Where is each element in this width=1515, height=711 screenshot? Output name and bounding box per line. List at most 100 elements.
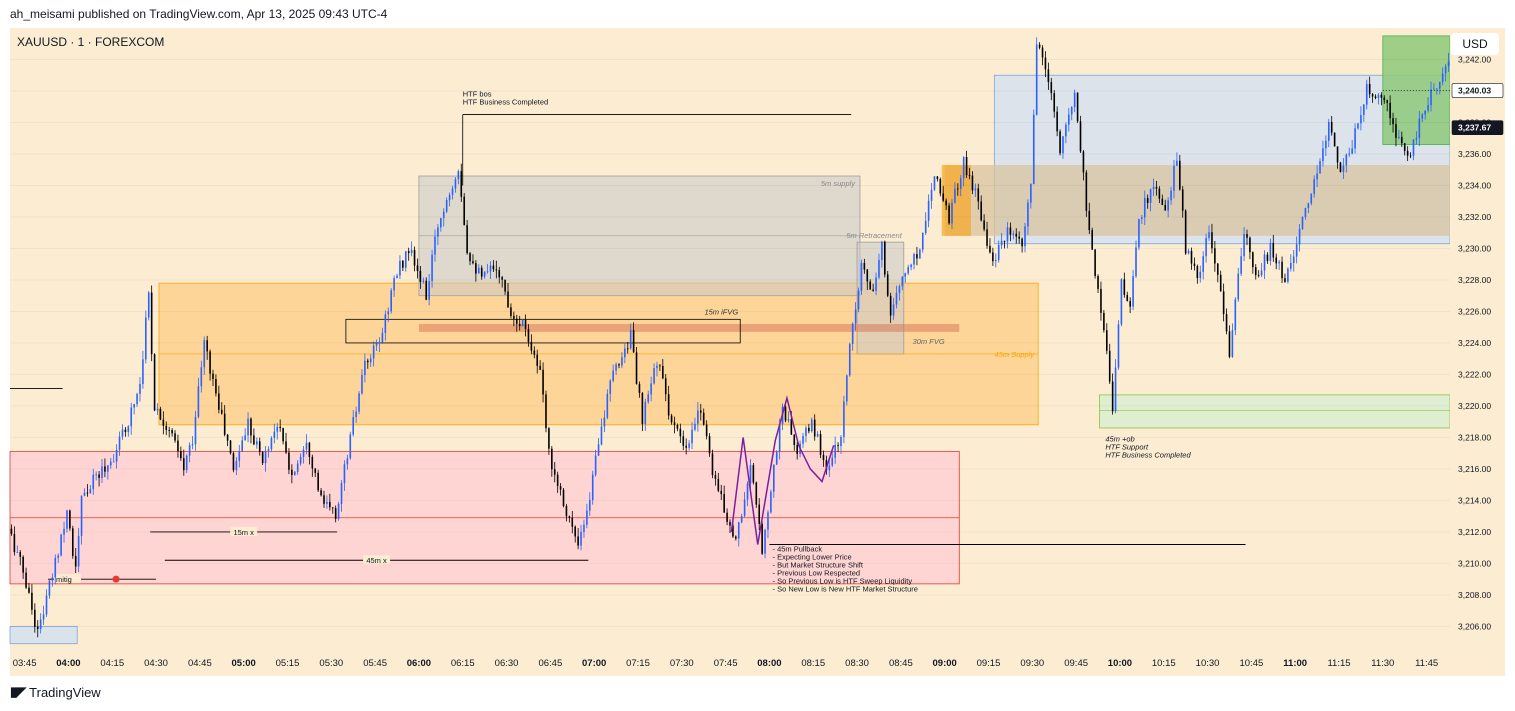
y-tick-label: 3,226.00 [1458,306,1491,316]
x-tick-label: 08:00 [757,658,781,669]
candle-body [1056,111,1058,132]
candle-body [1123,279,1126,295]
candle-body [615,364,617,371]
candle-body [101,466,103,478]
candle-body [1243,233,1245,257]
candle-body [927,200,930,221]
candle-body [402,260,404,268]
zone-box [345,318,741,344]
candle-body [784,406,787,421]
candle-body [285,441,287,453]
candle-body [513,315,515,319]
candle-body [133,404,135,408]
candle-body [425,280,428,300]
candle-body [1284,278,1286,282]
candle-body [1316,173,1318,180]
candle-body [650,383,652,395]
candle-body [253,435,255,445]
y-tick-label: 3,206.00 [1458,621,1491,631]
candle-body [980,201,982,221]
candle-body [521,319,524,327]
candle-body [869,281,872,290]
candle-body [1260,270,1263,276]
x-tick-label: 05:15 [276,658,300,669]
candle-body [919,249,921,259]
candle-body [396,275,398,279]
candle-body [1301,217,1304,229]
zone-box [944,164,1450,236]
candle-body [293,471,296,475]
candle-body [986,229,988,246]
candle-body [954,188,956,203]
candle-body [107,465,109,472]
x-tick-label: 10:30 [1196,658,1220,669]
candle-body [1105,330,1108,351]
candle-body [723,494,725,513]
candle-body [1292,256,1295,263]
candle-body [404,251,407,268]
candle-body [708,436,711,454]
candle-body [626,348,629,350]
candle-body [726,512,728,522]
candle-body [515,318,518,324]
candle-body [539,365,541,370]
candle-body [1088,210,1091,231]
candle-body [965,157,968,176]
candle-body [331,507,334,509]
candle-body [1313,179,1315,194]
candle-body [808,427,810,432]
y-tick-label: 3,216.00 [1458,464,1491,474]
candle-body [238,451,241,461]
candle-body [848,343,851,376]
candle-body [83,492,86,496]
candle-body [109,461,112,466]
candle-body [732,525,734,537]
candle-body [188,445,191,456]
y-tick-label: 3,222.00 [1458,369,1491,379]
x-tick-label: 10:00 [1108,658,1132,669]
x-tick-label: 08:15 [801,658,825,669]
level-label: mitig [56,575,72,584]
candle-body [1012,233,1015,235]
candle-body [1190,250,1193,264]
candle-body [1444,66,1447,74]
candle-body [971,175,974,191]
candle-body [1246,233,1248,238]
y-tick-label: 3,224.00 [1458,338,1491,348]
candle-body [387,311,390,315]
candle-body [393,278,395,291]
x-tick-label: 08:45 [889,658,913,669]
candle-body [334,508,337,519]
candle-body [457,171,460,180]
symbol-label[interactable]: XAUUSD · 1 · FOREXCOM [17,35,165,49]
candle-body [1225,314,1228,332]
candle-body [1050,82,1053,94]
candle-body [664,378,667,395]
last-price-tag: 3,240.03 [1458,86,1491,96]
currency-button[interactable]: USD [1451,33,1499,55]
candle-body [518,323,521,327]
candle-body [39,619,42,630]
x-tick-label: 05:00 [232,658,256,669]
candle-body [1330,121,1333,133]
candle-body [311,456,314,469]
tradingview-logo[interactable]: ▮◤ TradingView [10,684,101,700]
candle-body [1173,165,1175,191]
candle-body [1441,73,1444,83]
candle-body [1073,92,1076,107]
candle-body [1015,233,1018,237]
candle-body [98,474,100,478]
candle-body [478,267,480,274]
annotation-text: - 45m Pullback [773,545,823,554]
candle-body [562,489,565,506]
candle-body [907,267,909,274]
zone-label: 5m Retracement [846,231,902,240]
candle-body [805,427,807,436]
candle-body [431,254,433,282]
candle-body [1333,132,1336,147]
candle-body [1281,261,1283,279]
annotation-text: HTF Support [1105,442,1149,451]
candle-body [810,419,813,432]
candle-body [510,307,512,316]
